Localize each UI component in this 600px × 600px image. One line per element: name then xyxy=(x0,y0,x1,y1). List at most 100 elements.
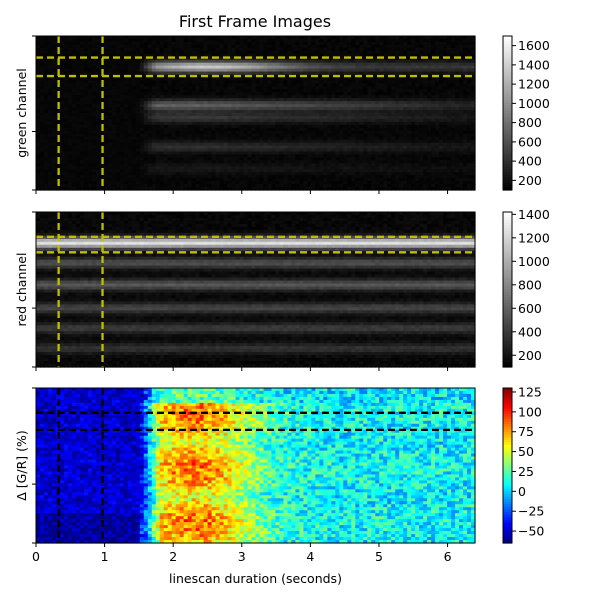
heatmap-cell xyxy=(171,110,177,114)
heatmap-cell xyxy=(471,53,476,58)
heatmap-cell xyxy=(435,77,440,82)
heatmap-cell xyxy=(331,38,336,43)
heatmap-cell xyxy=(367,71,372,76)
heatmap-cell xyxy=(147,65,153,70)
heatmap-cell xyxy=(103,89,109,93)
heatmap-cell xyxy=(399,47,404,52)
heatmap-cell xyxy=(287,65,293,70)
heatmap-cell xyxy=(247,47,253,52)
heatmap-cell xyxy=(251,56,257,61)
heatmap-cell xyxy=(291,71,297,76)
heatmap-cell xyxy=(287,113,293,117)
heatmap-cell xyxy=(131,47,137,52)
heatmap-cell xyxy=(195,115,201,120)
heatmap-cell xyxy=(375,44,380,49)
heatmap-cell xyxy=(191,115,197,120)
heatmap-cell xyxy=(59,77,65,82)
heatmap-cell xyxy=(395,65,400,70)
heatmap-cell xyxy=(267,77,273,82)
heatmap-cell xyxy=(459,71,464,76)
heatmap-cell xyxy=(331,86,336,90)
heatmap-cell xyxy=(411,62,416,67)
heatmap-cell xyxy=(39,107,45,111)
heatmap-cell xyxy=(415,107,420,111)
heatmap-cell xyxy=(291,47,297,52)
heatmap-cell xyxy=(59,80,65,84)
heatmap-cell xyxy=(155,68,161,73)
heatmap-cell xyxy=(51,62,57,67)
heatmap-cell xyxy=(39,86,45,90)
heatmap-cell xyxy=(171,68,177,73)
heatmap-cell xyxy=(95,110,101,114)
heatmap-cell xyxy=(359,95,364,99)
heatmap-cell xyxy=(171,41,177,46)
heatmap-cell xyxy=(395,59,400,64)
heatmap-cell xyxy=(343,86,348,90)
heatmap-cell xyxy=(63,104,69,108)
heatmap-cell xyxy=(107,53,113,58)
heatmap-cell xyxy=(207,59,213,64)
heatmap-cell xyxy=(211,95,217,99)
heatmap-cell xyxy=(371,104,376,108)
heatmap-cell xyxy=(36,41,41,46)
heatmap-cell xyxy=(275,59,281,64)
heatmap-cell xyxy=(187,83,193,87)
heatmap-cell xyxy=(459,62,464,67)
heatmap-cell xyxy=(315,95,320,99)
heatmap-cell xyxy=(327,68,332,73)
heatmap-cell xyxy=(103,80,109,84)
heatmap-cell xyxy=(471,110,476,114)
heatmap-cell xyxy=(171,65,177,70)
heatmap-cell xyxy=(71,59,77,64)
heatmap-cell xyxy=(179,115,185,120)
heatmap-cell xyxy=(75,92,81,96)
heatmap-cell xyxy=(159,101,165,105)
heatmap-cell xyxy=(171,80,177,84)
heatmap-cell xyxy=(239,50,245,55)
heatmap-cell xyxy=(175,71,181,76)
heatmap-cell xyxy=(199,71,205,76)
heatmap-cell xyxy=(271,86,277,90)
heatmap-cell xyxy=(343,36,348,40)
heatmap-cell xyxy=(239,83,245,87)
heatmap-cell xyxy=(339,86,344,90)
heatmap-cell xyxy=(379,62,384,67)
heatmap-cell xyxy=(39,50,45,55)
heatmap-cell xyxy=(39,83,45,87)
heatmap-cell xyxy=(203,95,209,99)
heatmap-cell xyxy=(339,95,344,99)
heatmap-cell xyxy=(463,86,468,90)
heatmap-cell xyxy=(51,68,57,73)
heatmap-cell xyxy=(451,77,456,82)
heatmap-cell xyxy=(355,41,360,46)
heatmap-cell xyxy=(199,104,205,108)
heatmap-cell xyxy=(463,89,468,93)
heatmap-cell xyxy=(243,104,249,108)
heatmap-cell xyxy=(427,101,432,105)
heatmap-cell xyxy=(255,92,261,96)
heatmap-cell xyxy=(303,38,308,43)
heatmap-cell xyxy=(183,71,189,76)
heatmap-cell xyxy=(119,104,125,108)
heatmap-cell xyxy=(443,50,448,55)
heatmap-cell xyxy=(423,104,428,108)
heatmap-cell xyxy=(459,65,464,70)
heatmap-cell xyxy=(395,74,400,79)
heatmap-cell xyxy=(67,62,73,67)
heatmap-cell xyxy=(407,41,412,46)
heatmap-cell xyxy=(331,41,336,46)
heatmap-cell xyxy=(411,71,416,76)
heatmap-cell xyxy=(423,38,428,43)
heatmap-cell xyxy=(103,36,109,40)
heatmap-cell xyxy=(427,65,432,70)
heatmap-cell xyxy=(115,62,121,67)
heatmap-cell xyxy=(107,89,113,93)
heatmap-cell xyxy=(63,83,69,87)
heatmap-cell xyxy=(451,80,456,84)
heatmap-cell xyxy=(451,65,456,70)
heatmap-cell xyxy=(391,65,396,70)
heatmap-cell xyxy=(59,86,65,90)
heatmap-cell xyxy=(39,68,45,73)
heatmap-cell xyxy=(239,38,245,43)
heatmap-cell xyxy=(259,80,265,84)
